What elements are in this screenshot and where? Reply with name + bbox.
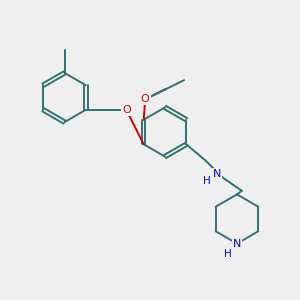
Text: N: N xyxy=(233,238,241,249)
Text: H: H xyxy=(203,176,211,186)
Text: N: N xyxy=(213,169,221,179)
Text: O: O xyxy=(122,105,131,115)
Text: H: H xyxy=(224,249,232,259)
Text: O: O xyxy=(141,94,150,104)
